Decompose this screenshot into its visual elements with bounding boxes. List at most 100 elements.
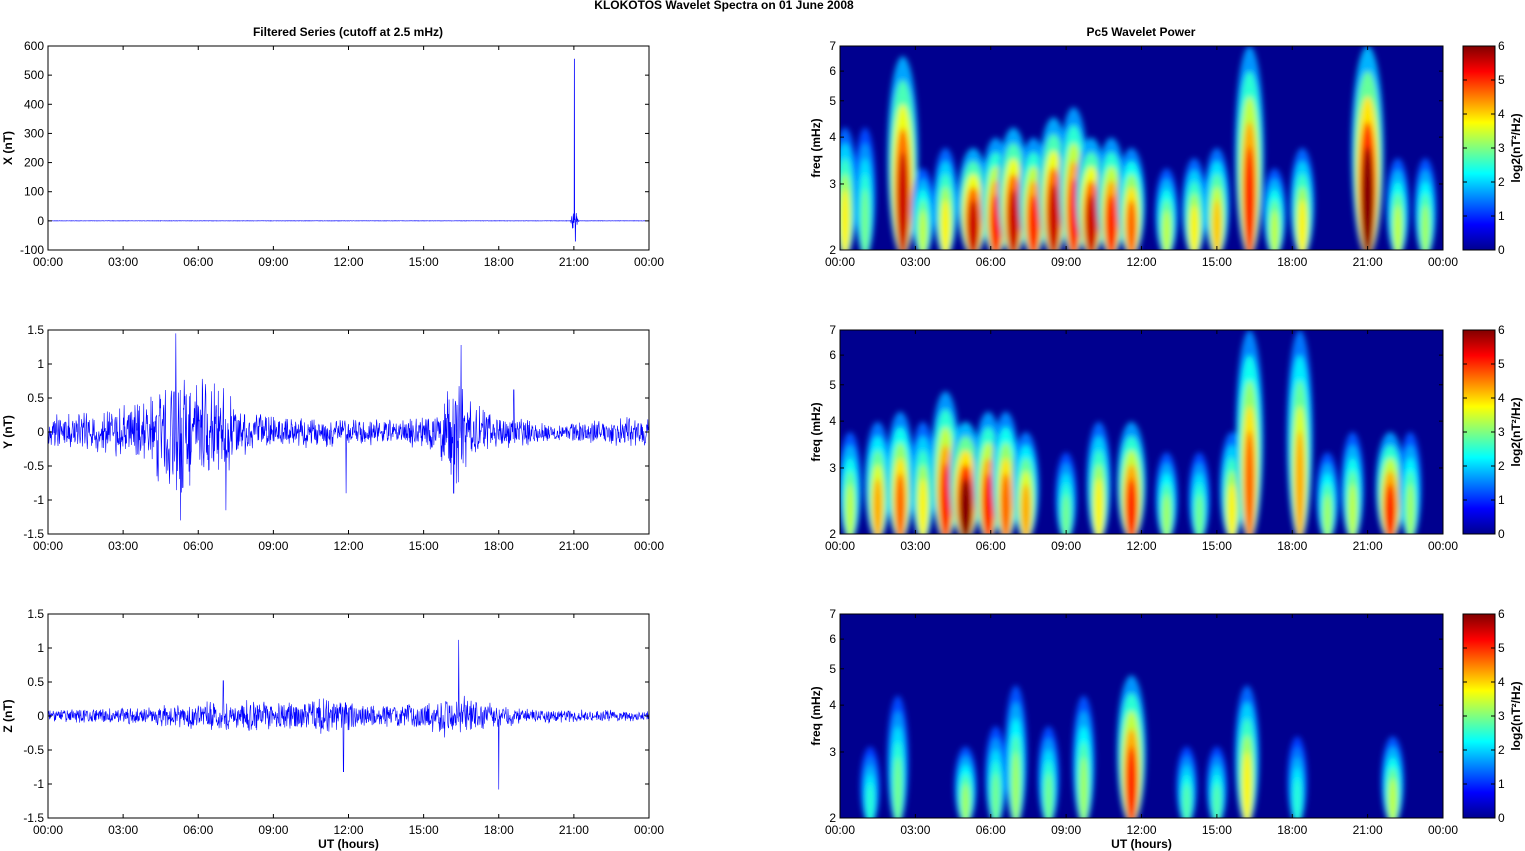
colorbar-tick-label: 1 bbox=[1498, 777, 1505, 791]
colorbar-tick-label: 1 bbox=[1498, 493, 1505, 507]
y-tick-label: 1.5 bbox=[27, 323, 44, 337]
heatmap-cell bbox=[1213, 783, 1221, 818]
heatmap-cell bbox=[1079, 757, 1088, 818]
y-tick-label: -1.5 bbox=[23, 811, 44, 825]
y-tick-label: 200 bbox=[24, 156, 44, 170]
right-column-title: Pc5 Wavelet Power bbox=[1087, 25, 1196, 39]
heatmap-cell bbox=[1244, 430, 1255, 534]
heatmap-cell bbox=[918, 210, 927, 250]
colorbar-tick-label: 4 bbox=[1498, 391, 1505, 405]
x-tick-label: 06:00 bbox=[976, 539, 1006, 553]
heatmap-cell bbox=[1007, 189, 1019, 250]
x-tick-label: 03:00 bbox=[108, 823, 138, 837]
x-axis-label: UT (hours) bbox=[1111, 837, 1172, 851]
y-tick-label: 4 bbox=[829, 414, 836, 428]
heatmap-blobs bbox=[840, 330, 1422, 534]
y-tick-label: 0.5 bbox=[27, 391, 44, 405]
colorbar bbox=[1462, 45, 1496, 251]
x-tick-label: 12:00 bbox=[1126, 255, 1156, 269]
heatmap-cell bbox=[1393, 205, 1402, 250]
x-tick-label: 06:00 bbox=[976, 823, 1006, 837]
colorbar-tick-label: 0 bbox=[1498, 527, 1505, 541]
x-tick-label: 15:00 bbox=[409, 539, 439, 553]
x-tick-label: 09:00 bbox=[258, 255, 288, 269]
x-tick-label: 00:00 bbox=[33, 823, 63, 837]
x-tick-label: 00:00 bbox=[634, 823, 664, 837]
x-tick-label: 12:00 bbox=[333, 255, 363, 269]
x-tick-label: 09:00 bbox=[258, 823, 288, 837]
y-axis-label: Z (nT) bbox=[1, 699, 15, 732]
y-tick-label: 2 bbox=[829, 527, 836, 541]
colorbar-label: log2(nT²/Hz) bbox=[1509, 113, 1523, 182]
plot-area bbox=[48, 46, 649, 250]
colorbar-tick-label: 6 bbox=[1498, 607, 1505, 621]
x-axis-label: UT (hours) bbox=[318, 837, 379, 851]
wavelet-panel-1: 2 3 4 5 6 7 freq (mHz) 00:00 03:00 06:00 09:00 12:0… bbox=[809, 39, 1523, 269]
x-tick-label: 18:00 bbox=[1277, 539, 1307, 553]
heatmap-cell bbox=[1048, 183, 1059, 250]
heatmap-cell bbox=[1001, 473, 1011, 534]
x-tick-label: 09:00 bbox=[258, 539, 288, 553]
x-tick-label: 12:00 bbox=[333, 539, 363, 553]
x-tick-label: 00:00 bbox=[825, 255, 855, 269]
x-tick-label: 18:00 bbox=[1277, 255, 1307, 269]
y-tick-label: 7 bbox=[829, 607, 836, 621]
x-tick-label: 15:00 bbox=[409, 255, 439, 269]
y-tick-label: 7 bbox=[829, 39, 836, 53]
heatmap-blobs bbox=[840, 46, 1437, 250]
x-tick-label: 00:00 bbox=[33, 255, 63, 269]
y-tick-label: 6 bbox=[829, 348, 836, 362]
colorbar-tick-label: 0 bbox=[1498, 811, 1505, 825]
colorbar-tick-label: 2 bbox=[1498, 459, 1505, 473]
y-tick-label: 5 bbox=[829, 378, 836, 392]
x-tick-label: 09:00 bbox=[1051, 823, 1081, 837]
heatmap-cell bbox=[983, 473, 994, 534]
colorbar-tick-label: 3 bbox=[1498, 425, 1505, 439]
y-tick-label: 1 bbox=[37, 641, 44, 655]
y-tick-label: 7 bbox=[829, 323, 836, 337]
x-tick-label: 06:00 bbox=[183, 823, 213, 837]
heatmap-cell bbox=[1385, 483, 1396, 534]
y-tick-label: 100 bbox=[24, 185, 44, 199]
timeseries-panel-2: 1.5 1 0.5 0 -0.5 -1 -1.5 Y (nT) 00:00 03:00 06:00 0… bbox=[1, 323, 664, 553]
heatmap-cell bbox=[1298, 199, 1307, 250]
x-tick-label: 06:00 bbox=[183, 539, 213, 553]
heatmap-cell bbox=[866, 783, 874, 818]
y-tick-label: 6 bbox=[829, 64, 836, 78]
y-tick-label: 0 bbox=[37, 425, 44, 439]
x-tick-label: 06:00 bbox=[183, 255, 213, 269]
x-tick-label: 00:00 bbox=[1428, 539, 1458, 553]
timeseries-panel-1: 600 500 400 300 200 100 0 -100 X (nT) 00:00 03:00 0… bbox=[1, 39, 664, 269]
heatmap-cell bbox=[1028, 194, 1039, 250]
heatmap-cell bbox=[1162, 210, 1171, 250]
heatmap-cell bbox=[1062, 494, 1070, 534]
heatmap-cell bbox=[1388, 778, 1397, 818]
heatmap-cell bbox=[1421, 205, 1430, 250]
colorbar-tick-label: 5 bbox=[1498, 357, 1505, 371]
heatmap-cell bbox=[1162, 494, 1171, 534]
colorbar-tick-label: 2 bbox=[1498, 175, 1505, 189]
heatmap-cell bbox=[918, 478, 928, 534]
x-tick-label: 00:00 bbox=[1428, 823, 1458, 837]
y-axis-label: freq (mHz) bbox=[809, 686, 823, 745]
y-tick-label: 4 bbox=[829, 130, 836, 144]
x-tick-label: 09:00 bbox=[1051, 255, 1081, 269]
trace-line bbox=[47, 639, 650, 790]
colorbar bbox=[1462, 329, 1496, 535]
y-tick-label: -1.5 bbox=[23, 527, 44, 541]
y-tick-label: 0 bbox=[37, 214, 44, 228]
heatmap-cell bbox=[959, 478, 972, 534]
y-tick-label: 4 bbox=[829, 698, 836, 712]
heatmap-cell bbox=[941, 199, 950, 250]
x-tick-label: 15:00 bbox=[1202, 255, 1232, 269]
figure-title: KLOKOTOS Wavelet Spectra on 01 June 2008 bbox=[594, 0, 854, 12]
colorbar-tick-label: 6 bbox=[1498, 39, 1505, 53]
heatmap-cell bbox=[1270, 210, 1279, 250]
colorbar-tick-label: 4 bbox=[1498, 675, 1505, 689]
trace-line bbox=[47, 58, 650, 242]
colorbar-tick-label: 6 bbox=[1498, 323, 1505, 337]
y-axis-label: X (nT) bbox=[1, 131, 15, 165]
x-tick-label: 18:00 bbox=[1277, 823, 1307, 837]
y-tick-label: -100 bbox=[20, 243, 44, 257]
heatmap-cell bbox=[990, 194, 1001, 250]
